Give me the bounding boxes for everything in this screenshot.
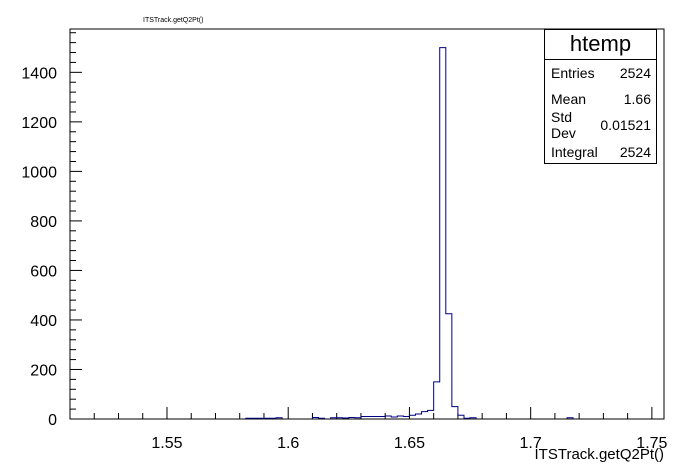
y-tick-label: 0 xyxy=(48,412,57,429)
y-tick-label: 800 xyxy=(30,214,57,231)
y-tick-label: 200 xyxy=(30,362,57,379)
x-tick-label: 1.75 xyxy=(636,435,667,452)
x-axis-label: ITSTrack.getQ2Pt() xyxy=(535,446,664,463)
y-tick-label: 1200 xyxy=(21,115,57,132)
x-tick-label: 1.7 xyxy=(520,435,542,452)
stats-row-integral: Integral 2524 xyxy=(545,138,656,165)
y-tick-label: 400 xyxy=(30,313,57,330)
stats-label: Integral xyxy=(551,143,598,160)
stats-label: Std Dev xyxy=(551,109,576,141)
histogram-title: ITSTrack.getQ2Pt() xyxy=(143,17,204,24)
y-tick-label: 600 xyxy=(30,263,57,280)
histogram-line xyxy=(245,47,574,419)
y-tick-label: 1000 xyxy=(21,164,57,181)
y-tick-label: 1400 xyxy=(21,65,57,82)
stats-row-entries: Entries 2524 xyxy=(545,60,656,86)
stats-value: 1.66 xyxy=(623,91,651,107)
stats-value: 0.01521 xyxy=(600,117,651,133)
plot-frame xyxy=(69,28,665,420)
x-tick-label: 1.6 xyxy=(277,435,299,452)
stats-row-mean: Mean 1.66 xyxy=(545,86,656,112)
x-tick-label: 1.65 xyxy=(394,435,425,452)
stats-box-title: htemp xyxy=(545,30,656,60)
stats-label: Entries xyxy=(551,65,595,81)
stats-row-std-dev: Std Dev 0.01521 xyxy=(545,109,656,141)
stats-value: 2524 xyxy=(619,143,651,160)
x-tick-label: 1.55 xyxy=(151,435,182,452)
stats-box: htemp Entries 2524 Mean 1.66 Std Dev 0.0… xyxy=(544,29,657,164)
tick-labels: 1.55 1.6 1.65 1.7 1.75 0 200 400 600 800 1000 1200 1… xyxy=(21,65,667,452)
stats-label: Mean xyxy=(551,91,587,107)
stats-value: 2524 xyxy=(619,65,651,81)
